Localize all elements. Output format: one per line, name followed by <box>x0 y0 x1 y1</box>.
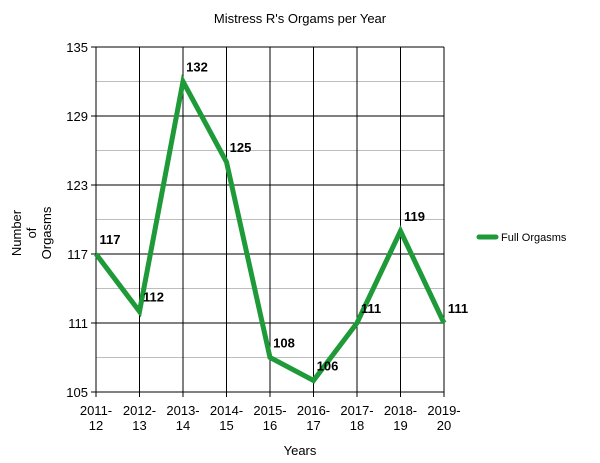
grid <box>91 46 445 397</box>
data-label: 119 <box>404 209 425 224</box>
y-tick-label: 105 <box>66 385 88 400</box>
x-tick-label: 2018-19 <box>384 403 417 433</box>
y-tick-label: 117 <box>67 247 88 262</box>
x-tick-label: 2019-20 <box>427 403 460 433</box>
data-label: 117 <box>100 232 121 247</box>
x-tick-label: 2017-18 <box>340 403 373 433</box>
y-axis-title-line: Orgasms <box>39 206 54 259</box>
x-tick-label: 2011-12 <box>80 403 112 433</box>
y-axis-title: Number of Orgasms <box>9 206 54 259</box>
x-tick-label: 2013-14 <box>166 403 199 433</box>
x-axis-ticks: 2011-12 2012-13 2013-14 2014-15 2015-16 2016-… <box>80 403 461 433</box>
data-label: 111 <box>448 301 468 316</box>
y-tick-label: 129 <box>66 109 88 124</box>
data-label: 108 <box>273 336 295 351</box>
y-tick-label: 111 <box>68 316 88 331</box>
x-tick-label: 2016-17 <box>297 403 330 433</box>
data-label: 112 <box>143 290 164 305</box>
series-line <box>94 74 447 384</box>
y-axis-title-line: Number <box>9 209 24 256</box>
y-axis-title-line: of <box>24 227 39 238</box>
x-tick-label: 2014-15 <box>210 403 243 433</box>
data-labels: 117 112 132 125 108 106 111 119 111 <box>100 60 469 374</box>
data-label: 125 <box>230 140 252 155</box>
x-tick-label: 2012-13 <box>123 403 156 433</box>
series-group <box>94 74 447 384</box>
data-label: 106 <box>317 359 339 374</box>
x-tick-label: 2015-16 <box>253 403 286 433</box>
data-label: 111 <box>361 301 381 316</box>
legend-label: Full Orgasms <box>501 232 567 244</box>
y-tick-label: 135 <box>66 40 88 55</box>
data-label: 132 <box>186 60 208 75</box>
y-axis-ticks: 105 111 117 123 129 135 <box>66 40 88 400</box>
legend: Full Orgasms <box>476 232 567 244</box>
x-axis-title: Years <box>284 443 317 458</box>
y-tick-label: 123 <box>66 178 88 193</box>
chart-title: Mistress R's Orgams per Year <box>214 11 387 26</box>
